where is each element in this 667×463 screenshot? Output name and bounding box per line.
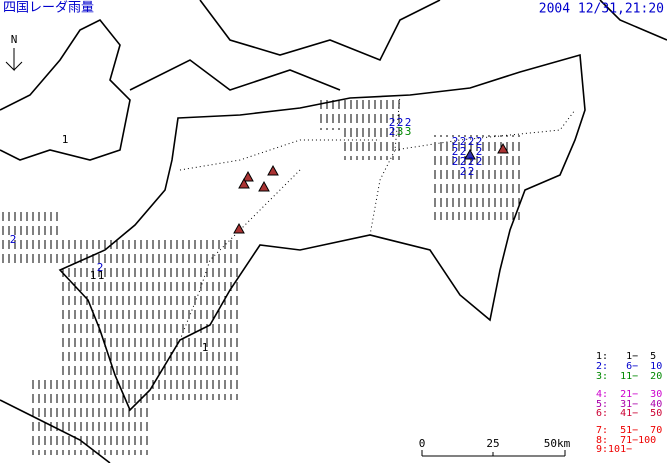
rain-cell: 2: [468, 155, 475, 168]
prefecture-boundaries: [179, 94, 576, 341]
rain-cell: 2: [389, 125, 396, 138]
rain-cell: 1: [98, 269, 105, 282]
compass-label: N: [11, 33, 18, 46]
scale-label: 25: [486, 437, 499, 450]
rain-cell: 2: [468, 135, 475, 148]
rain-cell: 2: [452, 145, 459, 158]
rain-cell: 2: [460, 145, 467, 158]
rain-cell: 2: [97, 261, 104, 274]
scale-bar: [421, 450, 566, 457]
legend-entry: 1: 1− 5: [596, 351, 656, 362]
legend-entry: 6: 41− 50: [596, 408, 662, 419]
rain-cell: 2: [460, 135, 467, 148]
volcano-markers: [233, 142, 509, 234]
compass: [5, 48, 23, 72]
rain-cell: 2: [389, 116, 396, 129]
rain-cell: 1: [202, 341, 209, 354]
legend-entry: 4: 21− 30: [596, 389, 662, 400]
rain-cell: 2: [476, 155, 483, 168]
rain-cell: 1: [62, 133, 69, 146]
legend-entry: 5: 31− 40: [596, 399, 662, 410]
rain-cell: 2: [10, 233, 17, 246]
legend-entry: 3: 11− 20: [596, 371, 662, 382]
rain-cell: 2: [452, 155, 459, 168]
rain-cell: 3: [397, 125, 404, 138]
legend-entry: 2: 6− 10: [596, 361, 662, 372]
map-title: 四国レーダ雨量: [3, 1, 94, 16]
timestamp: 2004 12/31,21:20: [539, 2, 664, 17]
rain-cell: 3: [405, 125, 412, 138]
rain-cell: 2: [397, 116, 404, 129]
legend-entry: 7: 51− 70: [596, 425, 662, 436]
legend-entry: 9:101−: [596, 444, 632, 455]
rain-cell: 2: [460, 165, 467, 178]
scale-label: 0: [419, 437, 426, 450]
rain-cell: 2: [476, 135, 483, 148]
rain-cell: 2: [476, 145, 483, 158]
rain-cell: 1: [90, 269, 97, 282]
legend-entry: 8: 71−100: [596, 435, 656, 446]
rain-cell: 2: [460, 155, 467, 168]
rain-cell: 2: [452, 135, 459, 148]
rain-cell: 2: [405, 116, 412, 129]
scale-label: 50km: [544, 437, 571, 450]
rain-areas: [0, 100, 520, 455]
rain-cell: 2: [468, 165, 475, 178]
